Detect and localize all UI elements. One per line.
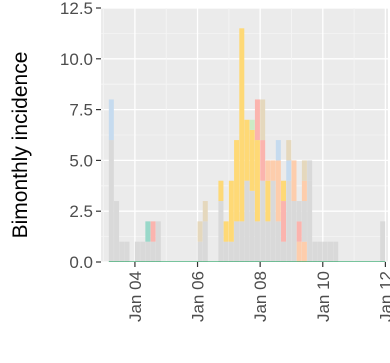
bar-segment <box>197 241 203 262</box>
bar-segment <box>265 221 271 262</box>
bar-segment <box>218 180 224 202</box>
bar-segment <box>260 140 266 181</box>
bar-segment <box>140 241 146 262</box>
bar-segment <box>228 180 234 242</box>
bar-segment <box>145 221 151 242</box>
bar-segment <box>265 160 271 181</box>
y-tick-label: 0.0 <box>69 253 93 272</box>
bar-segment <box>286 160 292 181</box>
bar-segment <box>234 221 240 262</box>
bar-segment <box>322 241 328 262</box>
bar-segment <box>270 160 276 181</box>
bar-segment <box>317 241 323 262</box>
bar-segment <box>228 241 234 262</box>
bar-segment <box>223 221 229 242</box>
bar-segment <box>249 129 255 191</box>
y-axis-title: Bimonthly incidence <box>9 52 32 239</box>
bar-segment <box>150 221 156 242</box>
bar-segment <box>307 160 313 181</box>
bar-segment <box>145 241 151 262</box>
bar-segment <box>275 160 281 222</box>
bar-segment <box>114 201 120 262</box>
bar-segment <box>307 180 313 262</box>
bar-segment <box>260 180 266 262</box>
bar-segment <box>333 241 339 262</box>
bar-segment <box>249 190 255 262</box>
bar-segment <box>301 241 307 262</box>
bars <box>108 28 386 262</box>
x-tick-label: Jan 08 <box>251 271 270 322</box>
bar-segment <box>239 28 245 222</box>
bar-segment <box>197 221 203 242</box>
bar-segment <box>286 140 292 161</box>
bar-segment <box>254 221 260 262</box>
bar-segment <box>327 241 334 262</box>
bar-segment <box>296 241 302 262</box>
bar-segment <box>223 241 229 262</box>
y-axis: 0.0 2.5 5.0 7.5 10.0 12.5 <box>60 0 101 272</box>
bar-segment <box>234 140 240 222</box>
bar-segment <box>119 241 125 262</box>
x-tick-label: Jan 10 <box>314 271 333 322</box>
bar-segment <box>155 221 161 262</box>
bar-segment <box>281 180 287 202</box>
bar-segment <box>275 140 281 161</box>
x-tick-label: Jan 12 <box>376 271 390 322</box>
bar-segment <box>108 140 114 262</box>
bar-segment <box>244 180 250 262</box>
bar-segment <box>312 241 318 262</box>
bar-segment <box>281 201 287 242</box>
bar-segment <box>296 201 302 222</box>
bar-segment <box>380 221 386 262</box>
bar-segment <box>291 201 297 262</box>
bar-segment <box>124 241 130 262</box>
bar-segment <box>265 180 271 222</box>
bar-segment <box>260 99 266 141</box>
x-tick-label: Jan 04 <box>126 271 145 322</box>
bar-segment <box>244 119 250 181</box>
bar-segment <box>202 201 208 222</box>
bar-segment <box>301 201 307 242</box>
y-tick-label: 12.5 <box>60 0 93 18</box>
y-tick-label: 7.5 <box>69 101 93 120</box>
bar-segment <box>281 241 287 262</box>
bar-segment <box>239 221 245 262</box>
bar-segment <box>249 119 255 130</box>
x-tick-label: Jan 06 <box>189 271 208 322</box>
y-tick-label: 10.0 <box>60 50 93 69</box>
bar-segment <box>296 221 302 242</box>
bar-segment <box>270 180 276 262</box>
bar-segment <box>301 180 307 202</box>
bar-segment <box>291 160 297 202</box>
bar-segment <box>202 221 208 262</box>
bar-segment <box>254 99 260 141</box>
y-tick-label: 5.0 <box>69 151 93 170</box>
bar-segment <box>150 241 156 262</box>
bar-segment <box>275 221 281 262</box>
y-tick-label: 2.5 <box>69 202 93 221</box>
bar-segment <box>108 99 114 141</box>
bar-segment <box>218 201 224 262</box>
x-axis: Jan 04 Jan 06 Jan 08 Jan 10 Jan 12 <box>126 262 390 322</box>
bar-segment <box>286 180 292 262</box>
bar-segment <box>254 140 260 222</box>
bar-segment <box>134 241 140 262</box>
bar-segment <box>301 160 307 181</box>
